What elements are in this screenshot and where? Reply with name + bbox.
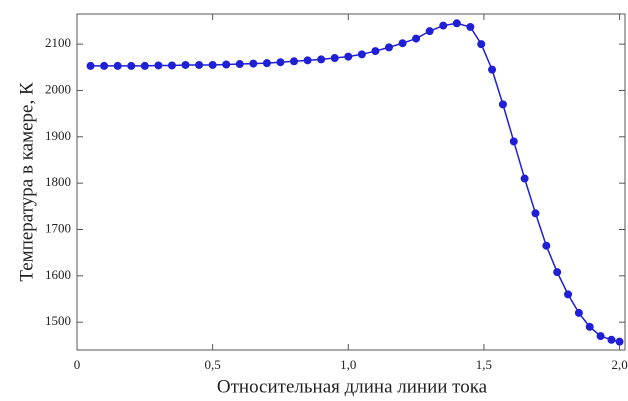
data-point	[357, 50, 366, 59]
plot-frame	[76, 13, 626, 351]
x-tick-label: 1,5	[476, 357, 492, 372]
data-point	[86, 61, 95, 70]
data-point	[585, 322, 594, 331]
data-point	[466, 22, 475, 31]
data-point	[127, 61, 136, 70]
data-point	[344, 52, 353, 61]
data-point	[262, 59, 271, 68]
data-point	[452, 19, 461, 28]
data-point	[615, 337, 624, 346]
data-point	[317, 55, 326, 64]
data-point	[249, 59, 258, 68]
data-point	[113, 61, 122, 70]
x-tick-label: 2,0	[611, 357, 627, 372]
data-point	[439, 21, 448, 30]
data-point	[477, 40, 486, 49]
data-point	[100, 61, 109, 70]
x-axis-label: Относительная длина линии тока	[217, 376, 488, 397]
data-point	[542, 241, 551, 250]
x-tick-label: 1,0	[340, 357, 356, 372]
data-point	[195, 60, 204, 69]
y-tick-label: 1800	[45, 174, 71, 189]
y-tick-label: 2100	[45, 35, 71, 50]
y-axis-label: Температура в камере, К	[16, 82, 37, 282]
data-point	[371, 47, 380, 56]
y-tick-label: 1500	[45, 313, 71, 328]
y-tick-label: 2000	[45, 81, 71, 96]
y-tick-label: 1700	[45, 220, 71, 235]
data-point	[574, 308, 583, 317]
data-point	[235, 60, 244, 69]
data-point	[596, 332, 605, 341]
data-point	[208, 60, 217, 69]
data-point	[398, 39, 407, 48]
x-tick-label: 0,5	[205, 357, 221, 372]
y-tick-label: 1600	[45, 267, 71, 282]
data-point	[498, 100, 507, 109]
data-point	[412, 34, 421, 43]
data-point	[154, 61, 163, 70]
data-point	[488, 65, 497, 74]
data-point	[564, 290, 573, 299]
data-point	[553, 268, 562, 277]
data-point	[607, 335, 616, 344]
data-point	[276, 58, 285, 67]
data-point	[509, 137, 518, 146]
data-point	[181, 60, 190, 69]
data-point	[330, 54, 339, 63]
data-point	[303, 56, 312, 65]
data-point	[425, 27, 434, 36]
x-tick-label: 0	[74, 357, 81, 372]
y-tick-label: 1900	[45, 128, 71, 143]
data-point	[140, 61, 149, 70]
data-point	[384, 43, 393, 52]
data-line	[90, 22, 620, 343]
data-point	[520, 174, 529, 183]
data-point	[531, 209, 540, 218]
data-point	[222, 60, 231, 69]
data-point	[290, 57, 299, 66]
data-point	[167, 61, 176, 70]
